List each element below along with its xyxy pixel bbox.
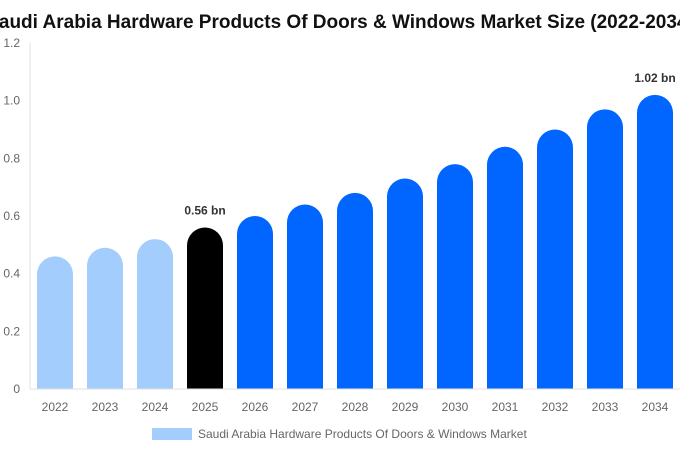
bar-2032 bbox=[537, 129, 573, 389]
x-tick-label: 2029 bbox=[392, 400, 419, 414]
x-tick-label: 2030 bbox=[442, 400, 469, 414]
x-tick-label: 2027 bbox=[292, 400, 319, 414]
data-label: 0.56 bn bbox=[184, 204, 225, 218]
bar-2031 bbox=[487, 146, 523, 389]
y-tick-label: 0.4 bbox=[3, 267, 20, 281]
x-tick-label: 2023 bbox=[92, 400, 119, 414]
x-axis: 2022 2023 2024 2025 2026 2027 2028 2029 2030 2031… bbox=[30, 388, 680, 414]
x-tick-label: 2028 bbox=[342, 400, 369, 414]
x-tick-label: 2031 bbox=[492, 400, 519, 414]
bar-2023 bbox=[87, 247, 123, 389]
y-tick-label: 1.0 bbox=[3, 94, 20, 108]
y-tick-label: 0.8 bbox=[3, 151, 20, 165]
x-tick-label: 2034 bbox=[642, 400, 669, 414]
data-labels: 0.56 bn 1.02 bn bbox=[184, 71, 675, 218]
y-tick-label: 1.2 bbox=[3, 36, 20, 50]
y-axis: 0 0.2 0.4 0.6 0.8 1.0 1.2 bbox=[3, 36, 31, 396]
bar-2034 bbox=[637, 94, 673, 389]
bar-2025 bbox=[187, 227, 223, 389]
y-tick-label: 0.2 bbox=[3, 324, 20, 338]
data-label: 1.02 bn bbox=[634, 71, 675, 85]
bar-2027 bbox=[287, 204, 323, 389]
bar-2024 bbox=[137, 239, 173, 389]
bar-2033 bbox=[587, 109, 623, 390]
legend-swatch bbox=[152, 428, 192, 440]
x-tick-label: 2033 bbox=[592, 400, 619, 414]
bar-2028 bbox=[337, 192, 373, 389]
y-tick-label: 0.6 bbox=[3, 209, 20, 223]
bar-2022 bbox=[37, 256, 73, 389]
y-tick-label: 0 bbox=[13, 382, 20, 396]
x-tick-label: 2025 bbox=[192, 400, 219, 414]
bar-2029 bbox=[387, 178, 423, 389]
bar-2030 bbox=[437, 164, 473, 389]
x-tick-label: 2024 bbox=[142, 400, 169, 414]
x-tick-label: 2026 bbox=[242, 400, 269, 414]
chart-title: Saudi Arabia Hardware Products Of Doors … bbox=[0, 12, 680, 33]
x-tick-label: 2032 bbox=[542, 400, 569, 414]
bars bbox=[37, 94, 673, 390]
legend-label: Saudi Arabia Hardware Products Of Doors … bbox=[198, 427, 527, 441]
legend: Saudi Arabia Hardware Products Of Doors … bbox=[152, 427, 527, 441]
bar-2026 bbox=[237, 216, 273, 389]
x-tick-label: 2022 bbox=[42, 400, 69, 414]
